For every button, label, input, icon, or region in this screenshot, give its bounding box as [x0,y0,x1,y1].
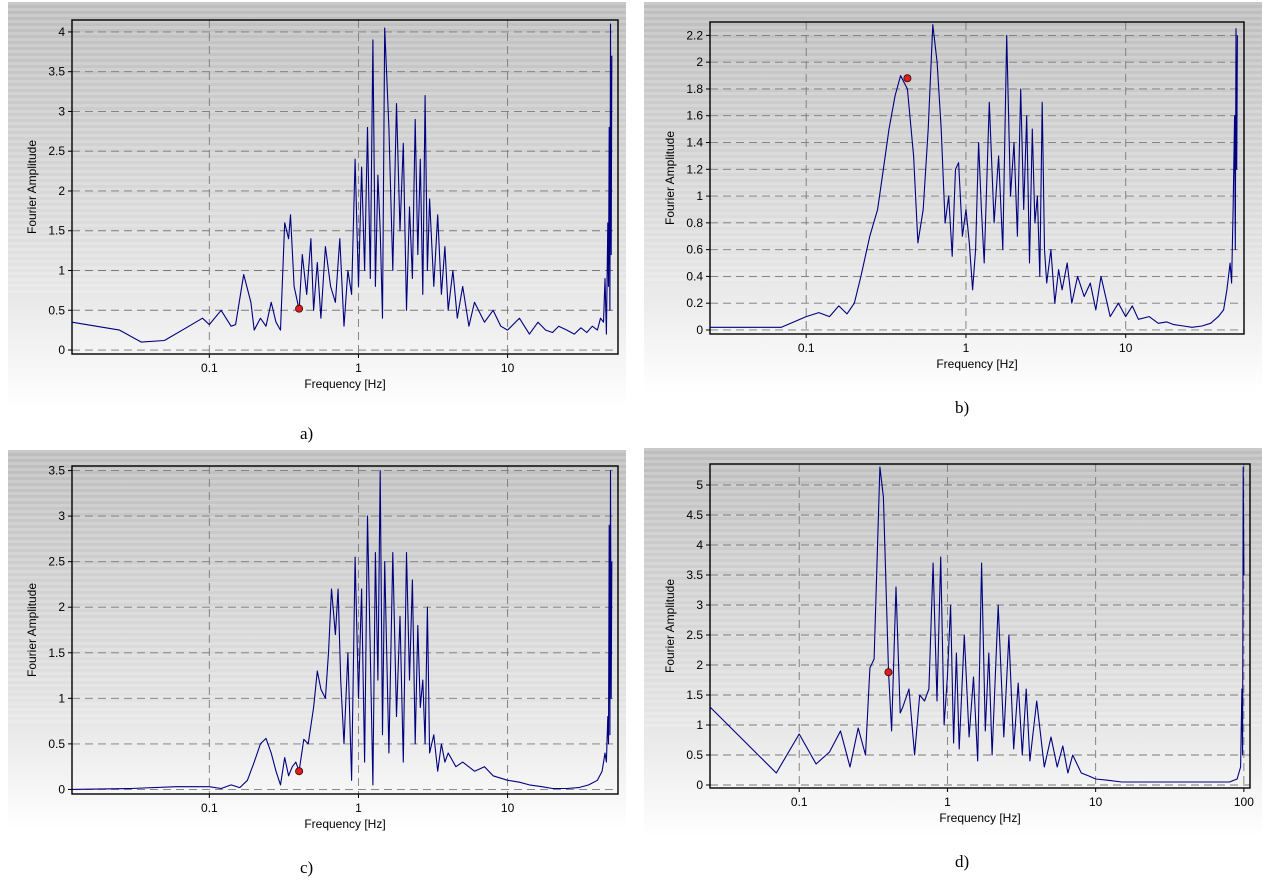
caption-c: c) [300,858,314,877]
y-tick-label: 2 [696,55,703,69]
y-tick-label: 3.5 [686,568,703,582]
x-axis-title: Frequency [Hz] [304,817,385,831]
x-tick-label: 100 [1234,795,1254,809]
chart-background-bands [644,448,1262,729]
y-tick-label: 0 [58,343,65,357]
y-tick-label: 2.2 [686,28,703,42]
y-tick-label: 1 [696,189,703,203]
y-tick-label: 3.5 [48,65,65,79]
chart-panel-a: 0 0.5 1 1.5 2 2.5 3 3.5 4 0.1 1 10 Frequency [Hz] Fou… [8,2,626,407]
y-tick-label: 1 [58,264,65,278]
data-marker [295,767,304,776]
plot-frame [71,19,619,355]
y-tick-label: 1.4 [686,136,703,150]
y-tick-label: 0 [58,782,65,796]
data-marker [903,74,912,83]
x-tick-label: 10 [1089,795,1103,809]
caption-d: d) [955,852,970,871]
y-tick-label: 4 [58,25,65,39]
y-tick-label: 1 [696,718,703,732]
y-tick-label: 1 [58,691,65,705]
y-tick-label: 1.5 [48,646,65,660]
y-tick-label: 0.4 [686,269,703,283]
y-tick-label: 1.6 [686,109,703,123]
data-marker [884,668,893,677]
y-tick-label: 3 [58,104,65,118]
y-tick-label: 2 [58,600,65,614]
plot-frame [709,21,1245,335]
y-tick-label: 2.5 [686,628,703,642]
y-tick-label: 0.2 [686,296,703,310]
caption-a: a) [300,424,314,443]
y-axis-title: Fourier Amplitude [25,140,39,234]
chart-panel-c: 0 0.5 1 1.5 2 2.5 3 3.5 0.1 1 10 Frequency [Hz] Four… [8,450,626,831]
y-tick-label: 0.5 [48,737,65,751]
y-tick-label: 2.5 [48,555,65,569]
x-axis-title: Frequency [Hz] [936,357,1017,371]
y-axis-title: Fourier Amplitude [663,579,677,673]
x-tick-label: 10 [501,801,515,815]
series-line [71,23,613,343]
y-tick-label: 3.5 [48,464,65,478]
y-tick-label: 5 [696,478,703,492]
y-tick-label: 3 [696,598,703,612]
chart-background-bands [8,450,626,724]
data-marker [295,304,304,313]
chart-background-bands [8,2,626,294]
chart-panel-b: 0 0.2 0.4 0.6 0.8 1 1.2 1.4 1.6 1.8 2 2.2 0.1 1 10 Freq… [644,2,1262,392]
y-tick-label: 0 [696,778,703,792]
x-tick-label: 1 [963,341,970,355]
y-tick-label: 0.8 [686,216,703,230]
chart-panel-d: 0 0.5 1 1.5 2 2.5 3 3.5 4 4.5 5 0.1 1 10 100 Frequency … [644,448,1262,838]
x-tick-label: 10 [501,361,515,375]
series-line [710,24,1238,328]
y-tick-label: 2 [58,184,65,198]
x-tick-label: 1 [944,795,951,809]
x-tick-label: 10 [1119,341,1133,355]
x-tick-label: 0.1 [201,801,218,815]
x-tick-label: 0.1 [201,361,218,375]
y-tick-label: 1.5 [48,224,65,238]
y-tick-label: 1.5 [686,688,703,702]
y-tick-label: 0.6 [686,243,703,257]
y-axis-title: Fourier Amplitude [663,131,677,225]
series-line [709,466,1245,783]
chart-c-svg: 0 0.5 1 1.5 2 2.5 3 3.5 0.1 1 10 Frequency [Hz] Four… [8,450,626,831]
x-tick-label: 1 [355,361,362,375]
caption-b: b) [955,398,970,417]
x-tick-label: 0.1 [798,341,815,355]
chart-b-svg: 0 0.2 0.4 0.6 0.8 1 1.2 1.4 1.6 1.8 2 2.2 0.1 1 10 Freq… [644,2,1262,392]
chart-d-svg: 0 0.5 1 1.5 2 2.5 3 3.5 4 4.5 5 0.1 1 10 100 Frequency … [644,448,1262,838]
x-tick-label: 1 [355,801,362,815]
y-tick-label: 0 [696,323,703,337]
x-axis-title: Frequency [Hz] [304,377,385,391]
y-tick-label: 4.5 [686,508,703,522]
x-tick-label: 0.1 [791,795,808,809]
series-line [71,470,613,790]
y-tick-label: 1.2 [686,162,703,176]
x-axis-title: Frequency [Hz] [939,811,1020,825]
plot-frame [71,465,619,795]
y-tick-label: 0.5 [48,303,65,317]
y-tick-label: 2 [696,658,703,672]
y-tick-label: 3 [58,509,65,523]
y-tick-label: 4 [696,538,703,552]
y-tick-label: 1.8 [686,82,703,96]
y-tick-label: 2.5 [48,144,65,158]
chart-a-svg: 0 0.5 1 1.5 2 2.5 3 3.5 4 0.1 1 10 Frequency [Hz] Fou… [8,2,626,407]
y-axis-title: Fourier Amplitude [25,583,39,677]
plot-frame [709,463,1251,789]
y-tick-label: 0.5 [686,748,703,762]
